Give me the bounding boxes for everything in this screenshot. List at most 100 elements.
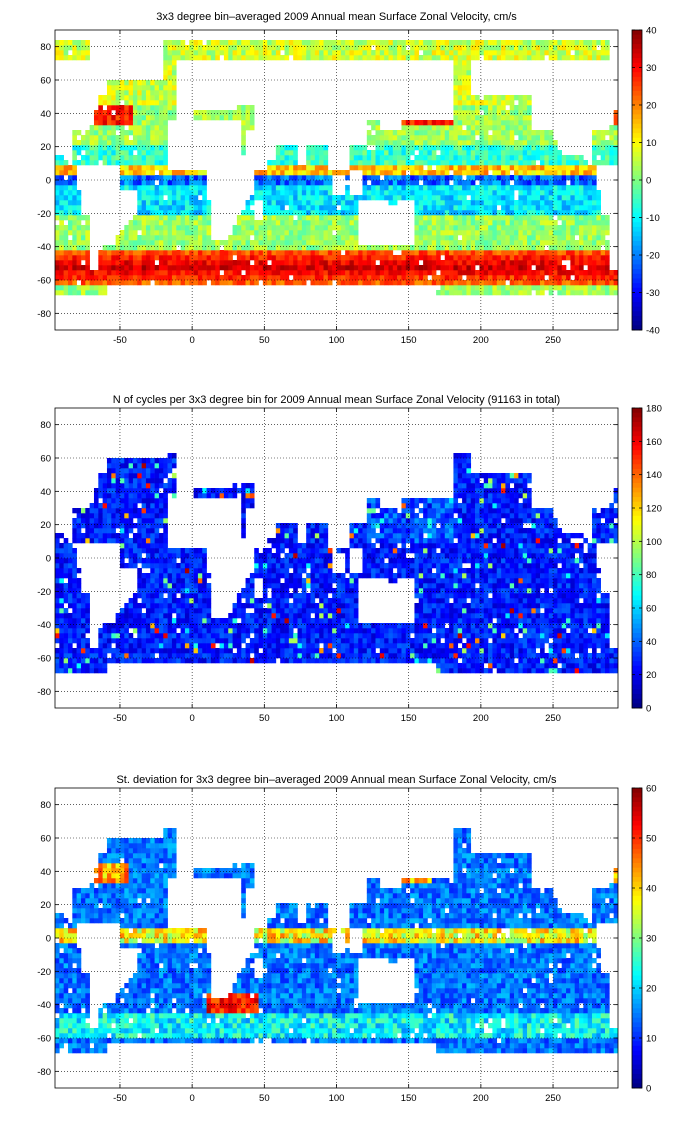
- heatmap-cell: [280, 190, 285, 196]
- heatmap-cell: [293, 45, 298, 51]
- heatmap-cell: [410, 260, 415, 266]
- heatmap-cell: [496, 265, 502, 271]
- heatmap-cell: [137, 275, 142, 281]
- heatmap-cell: [553, 170, 558, 176]
- heatmap-cell: [388, 658, 394, 664]
- heatmap-cell: [540, 140, 545, 146]
- heatmap-cell: [475, 270, 480, 276]
- heatmap-cell: [171, 60, 177, 66]
- heatmap-cell: [436, 658, 441, 664]
- heatmap-cell: [574, 190, 580, 196]
- heatmap-cell: [145, 648, 151, 654]
- heatmap-cell: [102, 663, 108, 669]
- heatmap-cell: [596, 285, 601, 291]
- heatmap-cell: [440, 220, 446, 226]
- colorbar-step: [632, 123, 642, 129]
- heatmap-cell: [63, 195, 69, 201]
- heatmap-cell: [145, 270, 151, 276]
- heatmap-cell: [206, 220, 212, 226]
- heatmap-cell: [479, 205, 485, 211]
- heatmap-cell: [202, 210, 207, 216]
- heatmap-cell: [527, 175, 532, 181]
- heatmap-cell: [570, 205, 575, 211]
- heatmap-cell: [531, 130, 537, 136]
- heatmap-cell: [132, 280, 138, 286]
- heatmap-cell: [267, 175, 272, 181]
- heatmap-cell: [587, 225, 593, 231]
- heatmap-cell: [444, 668, 450, 674]
- heatmap-cell: [197, 215, 203, 221]
- heatmap-cell: [466, 175, 472, 181]
- heatmap-cell: [63, 668, 69, 674]
- heatmap-cell: [579, 668, 584, 674]
- heatmap-cell: [566, 285, 571, 291]
- heatmap-cell: [319, 275, 324, 281]
- heatmap-cell: [522, 190, 528, 196]
- heatmap-cell: [85, 215, 90, 221]
- heatmap-cell: [141, 210, 147, 216]
- heatmap-cell: [254, 170, 259, 176]
- heatmap-cell: [449, 638, 454, 644]
- heatmap-cell: [405, 145, 411, 151]
- heatmap-cell: [587, 285, 593, 291]
- heatmap-cell: [89, 275, 95, 281]
- heatmap-cell: [366, 175, 372, 181]
- heatmap-cell: [184, 240, 190, 246]
- heatmap-cell: [314, 195, 320, 201]
- heatmap-cell: [544, 663, 550, 669]
- heatmap-cell: [85, 280, 90, 286]
- heatmap-cell: [540, 250, 545, 256]
- heatmap-cell: [596, 40, 601, 46]
- heatmap-cell: [271, 658, 277, 664]
- heatmap-cell: [579, 55, 584, 61]
- heatmap-cell: [193, 270, 199, 276]
- heatmap-cell: [496, 95, 502, 101]
- heatmap-cell: [262, 205, 268, 211]
- heatmap-cell: [236, 260, 242, 266]
- heatmap-cell: [176, 210, 181, 216]
- heatmap-cell: [193, 643, 199, 649]
- heatmap-cell: [98, 115, 103, 121]
- heatmap-cell: [115, 265, 121, 271]
- heatmap-cell: [527, 668, 532, 674]
- heatmap-cell: [202, 190, 207, 196]
- heatmap-cell: [592, 170, 597, 176]
- heatmap-cell: [444, 185, 450, 191]
- heatmap-cell: [297, 45, 303, 51]
- heatmap-cell: [375, 190, 381, 196]
- heatmap-cell: [514, 648, 519, 654]
- heatmap-cell: [579, 160, 584, 166]
- heatmap-cell: [453, 65, 459, 71]
- heatmap-cell: [76, 145, 82, 151]
- heatmap-cell: [483, 245, 489, 251]
- heatmap-cell: [202, 265, 207, 271]
- heatmap-cell: [124, 225, 129, 231]
- heatmap-cell: [540, 648, 545, 654]
- colorbar-step: [632, 301, 642, 307]
- heatmap-cell: [310, 175, 316, 181]
- heatmap-cell: [340, 638, 346, 644]
- heatmap-cell: [431, 205, 437, 211]
- heatmap-cell: [67, 275, 73, 281]
- heatmap-cell: [509, 145, 515, 151]
- heatmap-cell: [241, 638, 246, 644]
- heatmap-cell: [579, 210, 584, 216]
- heatmap-cell: [254, 50, 259, 56]
- heatmap-cell: [592, 275, 597, 281]
- heatmap-cell: [271, 215, 277, 221]
- heatmap-cell: [470, 105, 476, 111]
- heatmap-cell: [67, 185, 73, 191]
- heatmap-cell: [210, 658, 216, 664]
- heatmap-cell: [150, 255, 155, 261]
- heatmap-cell: [561, 285, 567, 291]
- heatmap-cell: [115, 135, 121, 141]
- heatmap-cell: [466, 60, 472, 66]
- heatmap-cell: [479, 648, 485, 654]
- heatmap-cell: [115, 648, 121, 654]
- heatmap-cell: [501, 215, 506, 221]
- heatmap-cell: [249, 225, 255, 231]
- heatmap-cell: [154, 250, 160, 256]
- heatmap-cell: [531, 285, 537, 291]
- heatmap-cell: [596, 50, 601, 56]
- heatmap-cell: [180, 200, 186, 206]
